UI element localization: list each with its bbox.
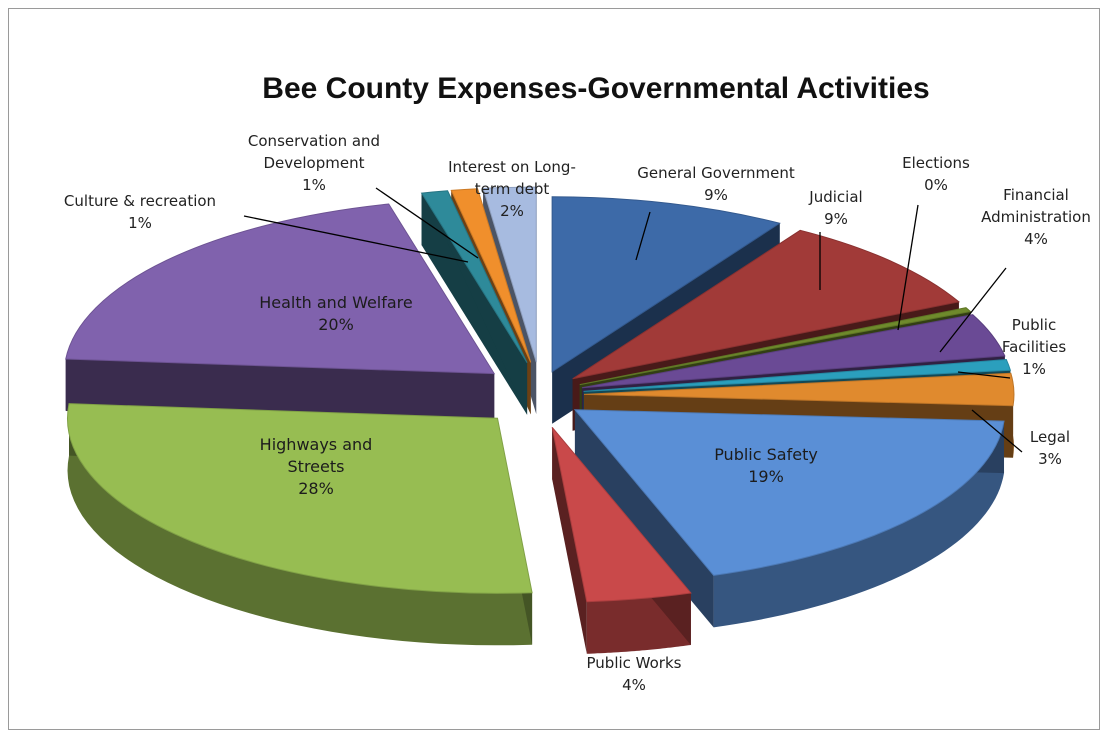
slice-general-government-label-line: 9% <box>704 186 728 204</box>
slice-public-safety-label: Public Safety 19% <box>714 445 818 486</box>
slice-legal-label-line: 3% <box>1038 450 1062 468</box>
slice-culture-recreation <box>420 190 528 364</box>
slice-financial-administration-label-line: Administration <box>981 208 1091 226</box>
slice-public-safety-side <box>713 421 1004 628</box>
slice-highways-and-streets <box>67 403 533 594</box>
slice-general-government-label-line: General Government <box>637 164 795 182</box>
slice-public-safety <box>573 409 1005 576</box>
slice-public-facilities-label-line: Public <box>1012 316 1056 334</box>
slice-culture-recreation-label: Culture & recreation 1% <box>64 192 216 232</box>
slice-public-facilities-label-line: 1% <box>1022 360 1046 378</box>
slice-elections-label-line: 0% <box>924 176 948 194</box>
slice-culture-recreation-leader-line <box>243 215 469 263</box>
slice-public-works <box>551 426 692 603</box>
slice-health-and-welfare-label: Health and Welfare 20% <box>259 293 413 334</box>
slice-legal-leader-line <box>971 409 1023 453</box>
slice-interest-on-long-term-debt-label-line: term debt <box>475 180 550 198</box>
slice-public-facilities-label-line: Facilities <box>1002 338 1066 356</box>
slice-health-and-welfare <box>65 203 496 375</box>
slice-conservation-and-development-label-line: 1% <box>302 176 326 194</box>
slice-financial-administration-label-line: Financial <box>1003 186 1069 204</box>
slice-public-safety-wall-1 <box>574 409 714 628</box>
slice-conservation-and-development <box>450 188 532 363</box>
slice-highways-and-streets-side <box>67 403 533 646</box>
slice-culture-recreation-label-line: 1% <box>128 214 152 232</box>
slice-interest-on-long-term-debt <box>482 186 537 363</box>
slice-financial-administration-label: Financial Administration 4% <box>981 186 1091 248</box>
slice-financial-administration-label-line: 4% <box>1024 230 1048 248</box>
slice-highways-and-streets-label-line: Streets <box>288 457 345 476</box>
slice-judicial-label: Judicial 9% <box>808 188 862 228</box>
slice-culture-recreation-label-line: Culture & recreation <box>64 192 216 210</box>
slice-general-government <box>551 196 781 373</box>
slice-public-works-label-line: Public Works <box>587 654 682 672</box>
slice-highways-and-streets-label-line: 28% <box>298 479 334 498</box>
slice-public-safety-label-line: 19% <box>748 467 784 486</box>
slice-elections <box>579 307 972 386</box>
slice-judicial-label-line: Judicial <box>808 188 862 206</box>
slice-judicial-label-line: 9% <box>824 210 848 228</box>
slice-public-facilities-label: Public Facilities 1% <box>1002 316 1066 378</box>
slice-highways-and-streets-label: Highways and Streets 28% <box>260 435 373 498</box>
slice-tops <box>65 186 1015 603</box>
slice-financial-administration <box>581 314 1006 389</box>
slice-elections-leader-line <box>897 204 919 331</box>
slice-health-and-welfare-label-line: 20% <box>318 315 354 334</box>
slice-public-works-label: Public Works 4% <box>587 654 682 694</box>
slice-legal-label: Legal 3% <box>1030 428 1070 468</box>
slice-culture-recreation-wall-0 <box>421 193 528 415</box>
chart-title: Bee County Expenses-Governmental Activit… <box>262 72 930 105</box>
slice-conservation-and-development-leader-line <box>375 187 479 259</box>
slice-labels: Interest on Long-term debt 2% Conservation… <box>64 132 1091 694</box>
slice-public-safety-label-line: Public Safety <box>714 445 818 464</box>
slice-interest-on-long-term-debt-label: Interest on Long-term debt 2% <box>448 158 576 220</box>
slice-health-and-welfare-label-line: Health and Welfare <box>259 293 413 312</box>
slice-public-facilities-leader-line <box>957 371 1011 379</box>
slice-conservation-and-development-label: Conservation and Development 1% <box>248 132 380 194</box>
slice-conservation-and-development-label-line: Development <box>264 154 365 172</box>
slice-interest-on-long-term-debt-label-line: Interest on Long- <box>448 158 576 176</box>
slice-interest-on-long-term-debt-label-line: 2% <box>500 202 524 220</box>
slice-general-government-label: General Government 9% <box>637 164 795 204</box>
slice-legal <box>583 372 1015 407</box>
slice-financial-administration-leader-line <box>939 267 1007 353</box>
slice-judicial <box>572 229 960 380</box>
slice-elections-label: Elections 0% <box>902 154 970 194</box>
slice-public-works-wall-1 <box>552 427 587 654</box>
slice-highways-and-streets-label-line: Highways and <box>260 435 373 454</box>
slice-general-government-leader-line <box>635 211 651 261</box>
slice-public-facilities <box>583 359 1012 392</box>
slice-public-works-label-line: 4% <box>622 676 646 694</box>
slice-elections-label-line: Elections <box>902 154 970 172</box>
slice-legal-label-line: Legal <box>1030 428 1070 446</box>
slice-conservation-and-development-label-line: Conservation and <box>248 132 380 150</box>
